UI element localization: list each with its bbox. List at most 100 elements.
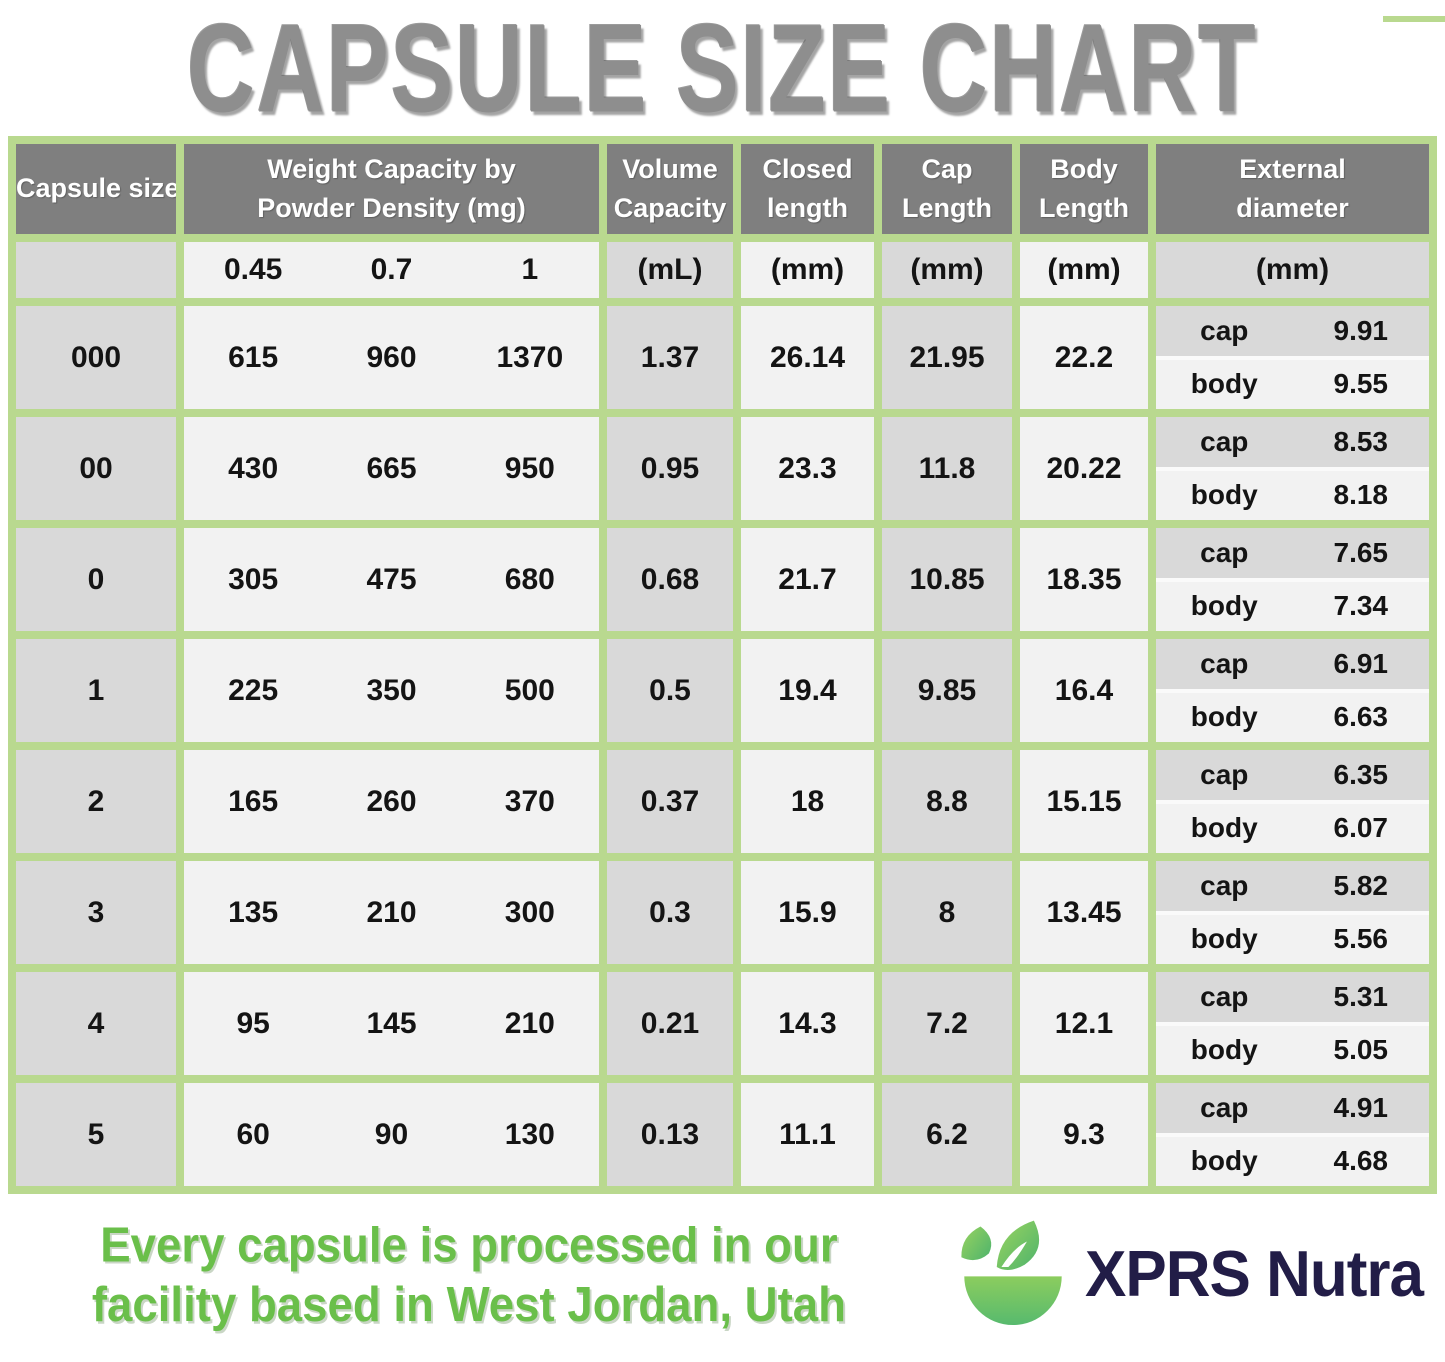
weight-07-value: 210 bbox=[366, 895, 417, 929]
weight-capacity-cell: 305 475 680 bbox=[184, 528, 599, 631]
weight-07-value: 350 bbox=[366, 673, 417, 707]
weight-capacity-cell: 165 260 370 bbox=[184, 750, 599, 853]
table-row-3: 3 135 210 300 0.3 15.9 8 13.45 cap 5.82 bbox=[16, 861, 1429, 964]
ext-cap-label: cap bbox=[1200, 425, 1249, 457]
cap-length-cell: 8.8 bbox=[882, 750, 1012, 853]
capsule-size-cell: 0 bbox=[16, 528, 176, 631]
units-capsule-blank-cell bbox=[16, 242, 176, 298]
units-body-cell: (mm) bbox=[1020, 242, 1148, 298]
capsule-size-cell: 1 bbox=[16, 639, 176, 742]
ext-cap-label: cap bbox=[1200, 647, 1249, 679]
closed-length-cell: 18 bbox=[741, 750, 874, 853]
weight-1-value: 300 bbox=[504, 895, 555, 929]
closed-length-cell: 15.9 bbox=[741, 861, 874, 964]
body-length-cell: 13.45 bbox=[1020, 861, 1148, 964]
col-header-closed-length: Closed length bbox=[741, 144, 874, 234]
weight-045-value: 225 bbox=[228, 673, 279, 707]
external-diameter-cell: cap 5.82 body 5.56 bbox=[1156, 861, 1429, 964]
ext-body-label: body bbox=[1190, 1145, 1258, 1177]
external-body-subrow: body 5.05 bbox=[1156, 1025, 1429, 1075]
closed-length-cell: 19.4 bbox=[741, 639, 874, 742]
cap-length-cell: 21.95 bbox=[882, 306, 1012, 409]
table-row-4: 4 95 145 210 0.21 14.3 7.2 12.1 cap 5.31 bbox=[16, 972, 1429, 1075]
volume-cell: 0.21 bbox=[607, 972, 733, 1075]
external-diameter-cell: cap 8.53 body 8.18 bbox=[1156, 417, 1429, 520]
capsule-size-cell: 4 bbox=[16, 972, 176, 1075]
col-header-weight-capacity-label: Weight Capacity by Powder Density (mg) bbox=[257, 153, 526, 223]
cap-length-cell: 11.8 bbox=[882, 417, 1012, 520]
capsule-size-table: Capsule size Weight Capacity by Powder D… bbox=[8, 136, 1437, 1194]
mortar-leaves-icon bbox=[961, 1220, 1062, 1326]
ext-body-value: 6.07 bbox=[1333, 812, 1389, 844]
brand-logo: XPRS Nutra bbox=[955, 1215, 1431, 1333]
body-length-cell: 20.22 bbox=[1020, 417, 1148, 520]
ext-body-label: body bbox=[1190, 701, 1258, 733]
external-body-subrow: body 4.68 bbox=[1156, 1136, 1429, 1186]
weight-045-value: 430 bbox=[228, 451, 279, 485]
volume-cell: 0.13 bbox=[607, 1083, 733, 1186]
table-row-000: 000 615 960 1370 1.37 26.14 21.95 22.2 c… bbox=[16, 306, 1429, 409]
units-density-cell: 0.45 0.7 1 bbox=[184, 242, 599, 298]
col-header-weight-capacity: Weight Capacity by Powder Density (mg) bbox=[184, 144, 599, 234]
ext-body-value: 7.34 bbox=[1333, 590, 1389, 622]
weight-capacity-cell: 60 90 130 bbox=[184, 1083, 599, 1186]
units-closed-cell: (mm) bbox=[741, 242, 874, 298]
external-body-subrow: body 9.55 bbox=[1156, 359, 1429, 409]
ext-cap-value: 5.82 bbox=[1333, 869, 1389, 901]
ext-cap-label: cap bbox=[1200, 1091, 1249, 1123]
cap-length-cell: 10.85 bbox=[882, 528, 1012, 631]
external-diameter-cell: cap 9.91 body 9.55 bbox=[1156, 306, 1429, 409]
external-diameter-cell: cap 7.65 body 7.34 bbox=[1156, 528, 1429, 631]
weight-07-value: 260 bbox=[366, 784, 417, 818]
title-area: CAPSULE SIZE CHART bbox=[0, 0, 1445, 136]
weight-045-value: 60 bbox=[236, 1117, 270, 1151]
table-row-1: 1 225 350 500 0.5 19.4 9.85 16.4 cap 6.9… bbox=[16, 639, 1429, 742]
col-header-volume-capacity: Volume Capacity bbox=[607, 144, 733, 234]
external-cap-subrow: cap 5.82 bbox=[1156, 861, 1429, 915]
closed-length-cell: 21.7 bbox=[741, 528, 874, 631]
header-row: Capsule size Weight Capacity by Powder D… bbox=[16, 144, 1429, 234]
external-diameter-cell: cap 6.35 body 6.07 bbox=[1156, 750, 1429, 853]
volume-cell: 0.68 bbox=[607, 528, 733, 631]
facility-tagline: Every capsule is processed in our facili… bbox=[30, 1214, 908, 1334]
volume-cell: 0.5 bbox=[607, 639, 733, 742]
body-length-cell: 9.3 bbox=[1020, 1083, 1148, 1186]
ext-cap-value: 8.53 bbox=[1333, 425, 1389, 457]
weight-capacity-cell: 135 210 300 bbox=[184, 861, 599, 964]
external-cap-subrow: cap 5.31 bbox=[1156, 972, 1429, 1026]
ext-body-value: 9.55 bbox=[1333, 368, 1389, 400]
ext-body-label: body bbox=[1190, 479, 1258, 511]
external-body-subrow: body 6.63 bbox=[1156, 692, 1429, 742]
weight-07-value: 475 bbox=[366, 562, 417, 596]
ext-cap-value: 6.91 bbox=[1333, 647, 1389, 679]
footer: Every capsule is processed in our facili… bbox=[0, 1194, 1445, 1362]
weight-07-value: 90 bbox=[374, 1117, 409, 1151]
weight-07-value: 665 bbox=[366, 451, 417, 485]
volume-cell: 0.95 bbox=[607, 417, 733, 520]
cap-length-cell: 9.85 bbox=[882, 639, 1012, 742]
external-cap-subrow: cap 9.91 bbox=[1156, 306, 1429, 360]
closed-length-cell: 26.14 bbox=[741, 306, 874, 409]
density-value-1: 1 bbox=[521, 253, 539, 286]
ext-body-label: body bbox=[1190, 923, 1258, 955]
ext-body-label: body bbox=[1190, 1034, 1258, 1066]
ext-cap-label: cap bbox=[1200, 536, 1249, 568]
density-value-045: 0.45 bbox=[223, 253, 283, 286]
weight-1-value: 680 bbox=[504, 562, 555, 596]
ext-cap-value: 6.35 bbox=[1333, 758, 1389, 790]
weight-1-value: 950 bbox=[504, 451, 555, 485]
external-cap-subrow: cap 4.91 bbox=[1156, 1083, 1429, 1137]
table-row-00: 00 430 665 950 0.95 23.3 11.8 20.22 cap … bbox=[16, 417, 1429, 520]
weight-1-value: 210 bbox=[504, 1006, 555, 1040]
page-title: CAPSULE SIZE CHART bbox=[187, 0, 1258, 136]
body-length-cell: 16.4 bbox=[1020, 639, 1148, 742]
weight-045-value: 305 bbox=[228, 562, 279, 596]
external-cap-subrow: cap 6.91 bbox=[1156, 639, 1429, 693]
ext-cap-value: 7.65 bbox=[1333, 536, 1389, 568]
weight-capacity-cell: 225 350 500 bbox=[184, 639, 599, 742]
ext-body-label: body bbox=[1190, 590, 1258, 622]
green-edge-strip bbox=[1383, 16, 1445, 22]
ext-body-value: 5.05 bbox=[1333, 1034, 1389, 1066]
external-body-subrow: body 7.34 bbox=[1156, 581, 1429, 631]
